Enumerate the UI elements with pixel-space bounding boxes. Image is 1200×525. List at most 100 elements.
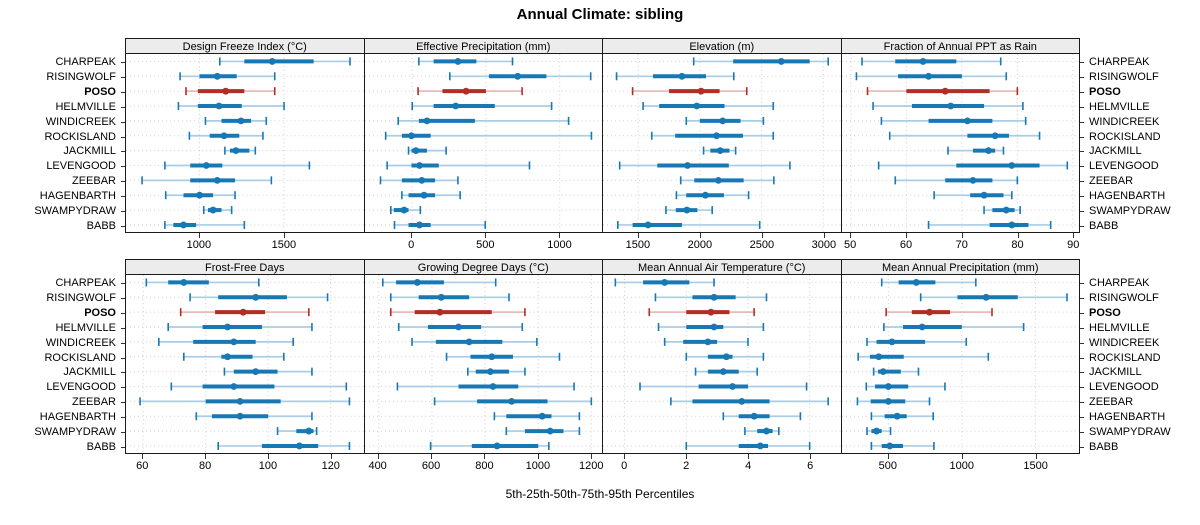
site-label: LEVENGOOD	[1089, 381, 1159, 394]
median-dot	[879, 367, 887, 375]
x-tick-label: 60	[136, 460, 149, 472]
site-label: RISINGWOLF	[46, 292, 116, 305]
y-tick-mark	[1080, 372, 1084, 374]
site-labels-right: CHARPEAK RISINGWOLF POSO HELMVILLE WINDICREE…	[1080, 259, 1200, 454]
site-label: POSO	[1089, 307, 1121, 320]
x-tick-mark	[484, 454, 486, 459]
median-dot	[644, 221, 652, 228]
y-tick-mark	[121, 313, 125, 315]
panel-canvas	[841, 53, 1079, 232]
x-tick-mark	[591, 454, 593, 459]
median-dot	[707, 308, 715, 316]
median-dot	[196, 191, 203, 199]
y-tick-mark	[1080, 181, 1084, 183]
page-title: Annual Climate: sibling	[516, 6, 684, 23]
x-tick-label: 500	[476, 239, 495, 251]
median-dot	[980, 191, 987, 199]
x-tick-label: 120	[321, 460, 340, 472]
median-dot	[1002, 206, 1010, 214]
panel-plot	[603, 53, 841, 232]
median-dot	[777, 57, 785, 65]
median-dot	[487, 352, 495, 360]
median-dot	[941, 87, 949, 95]
x-tick-mark	[198, 233, 200, 238]
x-tick-label: 50	[844, 239, 857, 251]
median-dot	[661, 278, 669, 286]
y-tick-mark	[1080, 62, 1084, 64]
median-dot	[413, 278, 421, 286]
site-label: ZEEBAR	[1089, 175, 1134, 188]
panel-canvas	[364, 274, 602, 453]
median-dot	[756, 442, 764, 449]
figure-caption: 5th-25th-50th-75th-95th Percentiles	[505, 487, 695, 501]
median-dot	[436, 308, 443, 316]
x-tick-label: 400	[368, 460, 387, 472]
y-tick-mark	[121, 136, 125, 138]
site-label: SWAMPYDRAW	[1089, 425, 1171, 438]
median-dot	[180, 221, 187, 228]
median-dot	[220, 131, 228, 139]
site-label: JACKMILL	[63, 145, 116, 158]
y-tick-mark	[1080, 166, 1084, 168]
site-label: BABB	[86, 440, 116, 453]
panel-header: Effective Precipitation (mm)	[364, 39, 602, 54]
y-tick-mark	[1080, 92, 1084, 94]
median-dot	[236, 412, 244, 420]
x-tick-label: 1000	[525, 460, 551, 472]
x-tick-label: 2500	[749, 239, 775, 251]
site-label: POSO	[1089, 86, 1121, 99]
median-dot	[925, 308, 933, 316]
median-dot	[884, 382, 892, 390]
panel-header: Design Freeze Index (°C)	[126, 39, 364, 54]
x-tick-mark	[267, 454, 269, 459]
y-tick-mark	[121, 402, 125, 404]
median-dot	[683, 206, 691, 214]
median-dot	[982, 293, 990, 301]
trellis-row: CHARPEAK RISINGWOLF POSO HELMVILLE WINDICREE…	[0, 259, 1200, 454]
x-tick-mark	[961, 454, 963, 459]
median-dot	[224, 352, 231, 360]
site-label: RISINGWOLF	[1089, 71, 1159, 84]
median-dot	[417, 176, 425, 184]
x-tick-label: 1000	[949, 460, 974, 472]
median-dot	[230, 382, 238, 390]
panel-plot	[126, 53, 364, 232]
site-label: HELMVILLE	[1089, 321, 1150, 334]
median-dot	[213, 72, 221, 80]
median-dot	[684, 161, 691, 169]
median-dot	[538, 412, 546, 420]
y-tick-mark	[121, 416, 125, 418]
median-dot	[719, 367, 727, 375]
panel-canvas	[841, 274, 1079, 453]
x-tick-label: 1200	[579, 460, 604, 472]
site-label: ZEEBAR	[71, 396, 116, 409]
x-tick-label: 500	[878, 460, 897, 472]
median-dot	[454, 323, 462, 331]
y-tick-mark	[121, 210, 125, 212]
median-dot	[719, 117, 727, 124]
median-dot	[546, 427, 554, 435]
panels-row: Design Freeze Index (°C) Effective Precip…	[125, 38, 1080, 233]
site-label: WINDICREEK	[1089, 336, 1160, 349]
site-label: ROCKISLAND	[44, 351, 116, 364]
panel-header: Frost-Free Days	[126, 260, 364, 275]
y-tick-mark	[121, 121, 125, 123]
trellis-row: CHARPEAK RISINGWOLF POSO HELMVILLE WINDICREE…	[0, 38, 1200, 233]
y-tick-mark	[121, 62, 125, 64]
y-tick-mark	[1080, 195, 1084, 197]
site-label: BABB	[1089, 440, 1119, 453]
median-dot	[946, 102, 954, 110]
median-dot	[991, 131, 999, 139]
median-dot	[420, 191, 427, 199]
median-dot	[400, 206, 407, 214]
x-tick-mark	[205, 454, 207, 459]
median-dot	[710, 293, 718, 301]
site-label: HAGENBARTH	[1089, 410, 1166, 423]
median-dot	[236, 397, 244, 405]
y-tick-mark	[121, 446, 125, 448]
site-label: LEVENGOOD	[1089, 160, 1159, 173]
axis-strip: 1000 1500 0 500 1000 1500 2000 2500 3000 50 60 70 80…	[0, 233, 1200, 259]
y-tick-mark	[121, 283, 125, 285]
panel-canvas	[603, 274, 841, 453]
median-dot	[963, 117, 971, 124]
